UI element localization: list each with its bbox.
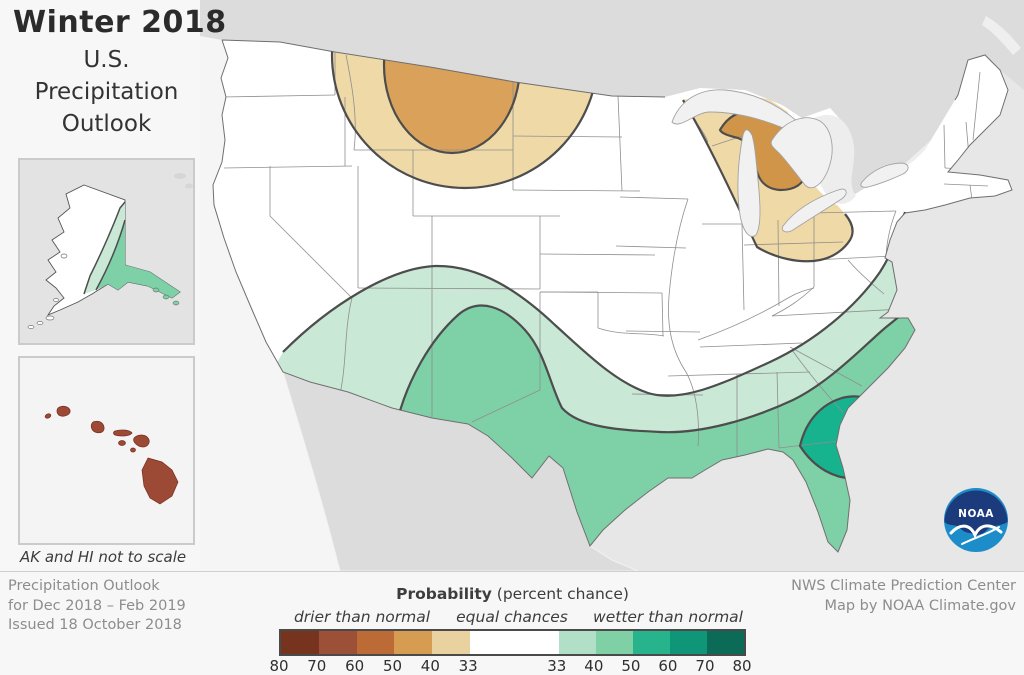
great-lakes bbox=[671, 89, 909, 237]
legend-tick-label: 40 bbox=[420, 657, 440, 675]
us-outline bbox=[212, 39, 1013, 553]
legend-equal-label: equal chances bbox=[456, 608, 568, 626]
legend-color-segment bbox=[558, 631, 596, 654]
legend-tick-label: 60 bbox=[658, 657, 678, 675]
issuance-line-3: Issued 18 October 2018 bbox=[8, 617, 182, 633]
lake-erie bbox=[781, 188, 847, 233]
hawaii-islands bbox=[44, 405, 179, 505]
pacific-ocean bbox=[200, 25, 365, 571]
legend-tick-label: 60 bbox=[345, 657, 365, 675]
subtitle-line-us: U.S. bbox=[83, 47, 130, 73]
alaska-islands bbox=[27, 253, 68, 329]
legend-tick-label: 70 bbox=[695, 657, 715, 675]
island-niihau bbox=[44, 413, 52, 419]
noaa-logo-text: NOAA bbox=[958, 508, 994, 520]
legend-color-segment bbox=[281, 631, 319, 654]
outlook-boundaries bbox=[282, 40, 909, 480]
alaska-bg-islands bbox=[174, 173, 193, 189]
legend-drier-label: drier than normal bbox=[293, 608, 431, 626]
legend-tick-label: 80 bbox=[732, 657, 752, 675]
alaska-33-boundary bbox=[83, 201, 126, 295]
hawaii-inset-map bbox=[18, 356, 195, 545]
alaska-40-boundary bbox=[95, 219, 126, 291]
legend-title-rest: (percent chance) bbox=[491, 585, 629, 603]
us-precipitation-map bbox=[200, 0, 1024, 571]
legend-color-segment bbox=[632, 631, 670, 654]
island-kahoolawe bbox=[130, 447, 136, 453]
lake-huron bbox=[770, 117, 833, 189]
issuance-line-2: for Dec 2018 – Feb 2019 bbox=[8, 597, 186, 614]
gulf-st-lawrence bbox=[982, 16, 1021, 55]
alaska-wet-33-40 bbox=[84, 202, 125, 294]
legend-color-segment bbox=[706, 631, 744, 654]
legend-tick-row: 80 70 60 50 40 33 33 40 50 60 70 80 bbox=[269, 657, 751, 675]
island-molokai bbox=[113, 429, 133, 437]
subtitle-line-precipitation: Precipitation bbox=[34, 79, 179, 105]
noaa-logo-swoosh bbox=[961, 526, 1000, 545]
page-subtitle: U.S. Precipitation Outlook bbox=[0, 44, 213, 140]
legend-color-segment bbox=[470, 631, 559, 654]
legend-color-segment bbox=[318, 631, 357, 654]
island-kauai bbox=[56, 405, 71, 417]
alaska-inset-map bbox=[18, 158, 195, 345]
legend-tick-label: 50 bbox=[382, 657, 403, 675]
issuance-info: Precipitation Outlook for Dec 2018 – Feb… bbox=[8, 577, 186, 636]
legend-tick-label: 33 bbox=[547, 657, 567, 675]
canada-landmass bbox=[200, 0, 1024, 196]
subtitle-line-outlook: Outlook bbox=[61, 111, 152, 137]
scale-note: AK and HI not to scale bbox=[20, 548, 187, 566]
alaska-panhandle-islands bbox=[152, 287, 180, 306]
legend-color-segment bbox=[595, 631, 633, 654]
island-lanai bbox=[118, 440, 126, 446]
credits-line-2: Map by NOAA Climate.gov bbox=[824, 597, 1016, 614]
legend-color-segment bbox=[669, 631, 707, 654]
legend-color-segment bbox=[432, 631, 471, 654]
legend-title: Probability (percent chance) bbox=[279, 585, 746, 603]
legend-tick-label: 70 bbox=[307, 657, 327, 675]
issuance-line-1: Precipitation Outlook bbox=[8, 578, 160, 594]
legend-colorbar bbox=[279, 629, 746, 656]
island-oahu bbox=[90, 420, 105, 434]
credits-line-1: NWS Climate Prediction Center bbox=[791, 578, 1016, 594]
footer-divider bbox=[0, 571, 1024, 572]
alaska-wet-40-50 bbox=[96, 220, 180, 298]
legend-tick-label: 50 bbox=[621, 657, 641, 675]
legend-tick-label: 80 bbox=[269, 657, 289, 675]
credits-info: NWS Climate Prediction Center Map by NOA… bbox=[791, 577, 1016, 616]
island-hawaii-big-island bbox=[141, 457, 179, 505]
noaa-logo-seagull bbox=[949, 524, 1003, 539]
legend-color-segment bbox=[394, 631, 433, 654]
noaa-logo: NOAA bbox=[942, 486, 1010, 554]
lake-ontario bbox=[860, 162, 909, 188]
legend-tick-label: 40 bbox=[584, 657, 604, 675]
page-title: Winter 2018 bbox=[13, 5, 227, 40]
legend-tick-label: 33 bbox=[458, 657, 478, 675]
lake-michigan bbox=[737, 129, 761, 237]
legend-title-bold: Probability bbox=[396, 585, 492, 603]
legend-wetter-label: wetter than normal bbox=[593, 608, 743, 626]
legend: Probability (percent chance) drier than … bbox=[269, 583, 751, 675]
island-maui bbox=[133, 434, 150, 448]
legend-color-segment bbox=[356, 631, 395, 654]
